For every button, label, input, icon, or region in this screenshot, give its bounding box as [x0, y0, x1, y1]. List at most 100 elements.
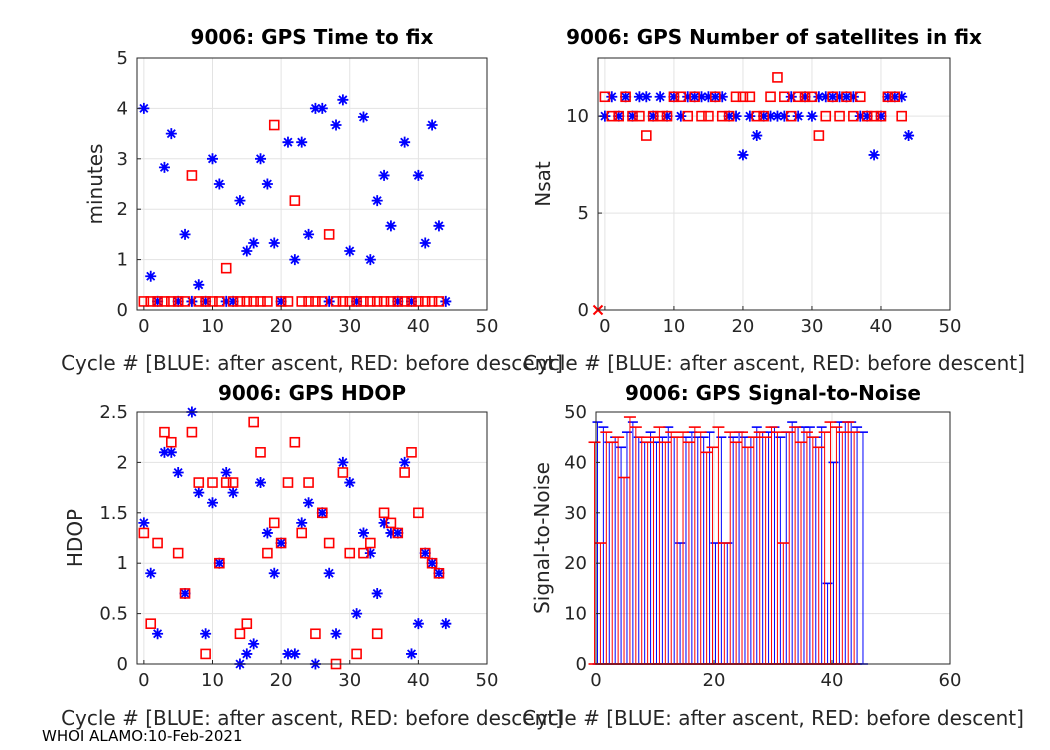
tick-label-x: 30 [338, 670, 361, 691]
point-square-red [303, 296, 314, 307]
point-asterisk-blue [861, 110, 873, 122]
xlabel-time-to-fix: Cycle # [BLUE: after ascent, RED: before… [61, 351, 563, 375]
point-asterisk-blue [282, 648, 294, 660]
point-square-red [868, 110, 880, 122]
point-asterisk-blue [785, 91, 797, 103]
point-square-red [323, 537, 335, 549]
point-asterisk-blue [613, 110, 625, 122]
point-asterisk-blue [323, 295, 335, 307]
point-square-red [296, 296, 308, 307]
point-asterisk-blue [220, 295, 232, 307]
point-square-red [758, 110, 769, 122]
point-asterisk-blue [316, 102, 328, 114]
ylabel-nsat: Nsat [531, 161, 555, 207]
point-square-red [262, 296, 273, 307]
tick-label-y: 2 [117, 199, 128, 220]
panel-hdop: 0 10 20 30 40 50 0 0.5 1 1.5 2 2.5 9006: GPS HDOP H… [61, 381, 563, 730]
point-square-red [392, 527, 404, 539]
point-asterisk-blue [268, 237, 280, 249]
point-square-red [227, 477, 239, 488]
point-square-red [896, 110, 907, 122]
point-asterisk-blue [633, 91, 645, 103]
point-asterisk-blue [868, 149, 880, 161]
point-square-red [241, 618, 253, 629]
point-square-red [799, 91, 811, 103]
point-asterisk-blue [668, 91, 680, 103]
point-asterisk-blue [896, 91, 908, 103]
point-square-red [385, 517, 397, 529]
point-asterisk-blue [599, 110, 611, 122]
point-asterisk-blue [627, 110, 639, 122]
point-asterisk-blue [426, 119, 438, 131]
tick-label-y: 0 [117, 654, 128, 675]
point-asterisk-blue [179, 587, 191, 599]
point-square-red [627, 110, 638, 122]
point-asterisk-blue [357, 111, 369, 123]
point-asterisk-blue [647, 110, 659, 122]
point-asterisk-blue [385, 220, 397, 232]
point-square-red [268, 517, 280, 529]
point-asterisk-blue [392, 295, 404, 307]
point-square-red [406, 447, 417, 458]
point-square-red [841, 91, 852, 103]
point-square-red [310, 296, 321, 307]
point-asterisk-blue [200, 628, 212, 640]
tick-label-x: 10 [201, 670, 224, 691]
point-square-red [682, 110, 694, 122]
point-square-red [337, 467, 349, 478]
point-asterisk-blue [689, 91, 701, 103]
tick-label-y: 0 [117, 300, 128, 321]
point-asterisk-blue [371, 195, 383, 207]
chart-title-hdop: 9006: GPS HDOP [218, 381, 406, 405]
point-asterisk-blue [296, 517, 308, 529]
point-asterisk-blue [303, 497, 315, 509]
point-square-red [145, 296, 157, 307]
point-asterisk-blue [289, 254, 301, 266]
point-asterisk-blue [847, 91, 859, 103]
ticks-nsat: 0 10 20 30 40 50 0 5 10 [566, 106, 961, 337]
point-square-red [193, 477, 205, 488]
tick-label-y: 2 [117, 452, 128, 473]
point-square-red [220, 477, 232, 488]
plot-area-snr [596, 412, 950, 664]
point-square-red [207, 296, 218, 307]
ticks-hdop: 0 10 20 30 40 50 0 0.5 1 1.5 2 2.5 [99, 402, 498, 691]
point-square-red [371, 628, 383, 640]
axes-box-time-to-fix [136, 57, 488, 311]
footer-label: WHOI ALAMO:10-Feb-2021 [42, 727, 243, 745]
tick-label-x: 40 [870, 316, 893, 337]
point-square-red [399, 296, 410, 307]
point-square-red [792, 91, 804, 103]
xlabel-snr: Cycle # [BLUE: after ascent, RED: before… [522, 706, 1024, 730]
tick-label-x: 10 [201, 316, 224, 337]
point-square-red [344, 296, 356, 307]
point-square-red [889, 91, 901, 103]
point-square-red [820, 110, 832, 122]
point-square-red [248, 416, 259, 428]
point-asterisk-blue [406, 295, 418, 307]
point-asterisk-blue [771, 110, 783, 122]
point-square-red [282, 296, 294, 307]
point-asterisk-blue [419, 547, 431, 559]
point-asterisk-blue [412, 618, 424, 630]
point-asterisk-blue [344, 245, 356, 257]
point-square-red [413, 296, 424, 307]
point-square-red [268, 119, 280, 131]
point-asterisk-blue [337, 94, 349, 106]
tick-label-x: 0 [138, 316, 149, 337]
point-asterisk-blue [351, 608, 363, 620]
tick-label-x: 0 [599, 316, 610, 337]
marks-snr [588, 416, 868, 665]
point-asterisk-blue [309, 102, 321, 114]
tick-label-x: 20 [270, 670, 293, 691]
point-asterisk-blue [289, 648, 301, 660]
point-square-red [654, 110, 666, 122]
point-square-red [661, 110, 673, 122]
point-square-red [634, 110, 645, 122]
point-square-red [166, 296, 177, 307]
point-asterisk-blue [275, 537, 287, 549]
point-square-red [827, 91, 838, 103]
point-asterisk-blue [316, 507, 328, 519]
point-asterisk-blue [806, 110, 818, 122]
